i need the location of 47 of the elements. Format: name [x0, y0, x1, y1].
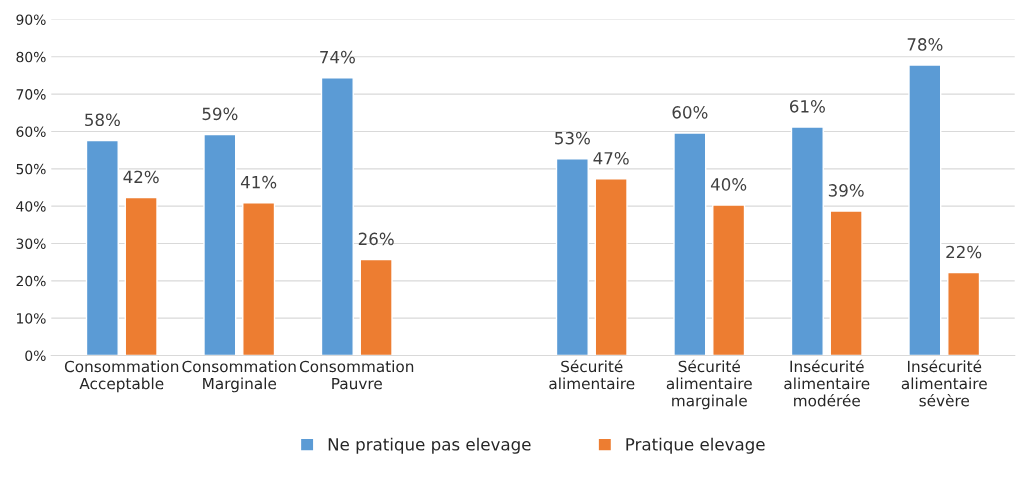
- bar: [829, 210, 863, 356]
- bar: [320, 77, 354, 356]
- data-label: 53%: [555, 131, 590, 145]
- x-tick-label: Consommation Pauvre: [299, 360, 414, 390]
- bar: [85, 139, 119, 356]
- y-tick-label: 20%: [16, 275, 46, 287]
- bar: [947, 271, 981, 356]
- data-label: 59%: [202, 107, 238, 121]
- bar: [242, 202, 276, 356]
- y-tick-label: 0%: [25, 350, 46, 361]
- legend-label: Pratique elevage: [626, 437, 765, 454]
- y-tick-label: 50%: [16, 163, 46, 175]
- bar: [124, 196, 158, 356]
- bar: [908, 64, 942, 356]
- data-label: 74%: [320, 50, 355, 64]
- x-tick-label: Insécurité alimentaire sévère: [901, 359, 987, 407]
- y-tick-label: 70%: [16, 89, 46, 100]
- legend-label: Ne pratique pas elevage: [328, 437, 531, 454]
- data-label: 26%: [358, 232, 394, 246]
- data-label: 22%: [946, 245, 982, 259]
- data-label: 60%: [672, 106, 708, 119]
- bar: [203, 133, 237, 356]
- y-tick-label: 80%: [16, 51, 46, 63]
- x-tick-label: Sécurité alimentaire: [549, 359, 635, 390]
- data-label: 78%: [907, 38, 943, 51]
- y-tick-label: 30%: [16, 238, 46, 249]
- bar: [790, 126, 824, 356]
- bar: [673, 132, 707, 356]
- bar: [555, 158, 589, 356]
- data-label: 61%: [790, 100, 825, 113]
- data-label: 41%: [240, 175, 277, 189]
- y-tick-label: 90%: [16, 14, 46, 25]
- x-tick-label: Consommation Marginale: [182, 360, 296, 393]
- bar: [359, 258, 393, 356]
- data-label: 39%: [828, 184, 864, 197]
- y-tick-label: 40%: [16, 201, 46, 212]
- data-label: 42%: [123, 170, 159, 184]
- x-tick-label: Insécurité alimentaire modérée: [784, 359, 870, 407]
- y-tick-label: 60%: [16, 126, 46, 137]
- x-tick-label: Consommation Acceptable: [64, 360, 179, 393]
- bar: [712, 204, 746, 356]
- y-tick-label: 10%: [17, 313, 46, 324]
- bar: [594, 178, 628, 356]
- data-label: 47%: [593, 151, 629, 165]
- x-tick-label: Sécurité alimentaire marginale: [666, 359, 752, 410]
- data-label: 58%: [85, 113, 120, 127]
- data-label: 40%: [710, 178, 747, 191]
